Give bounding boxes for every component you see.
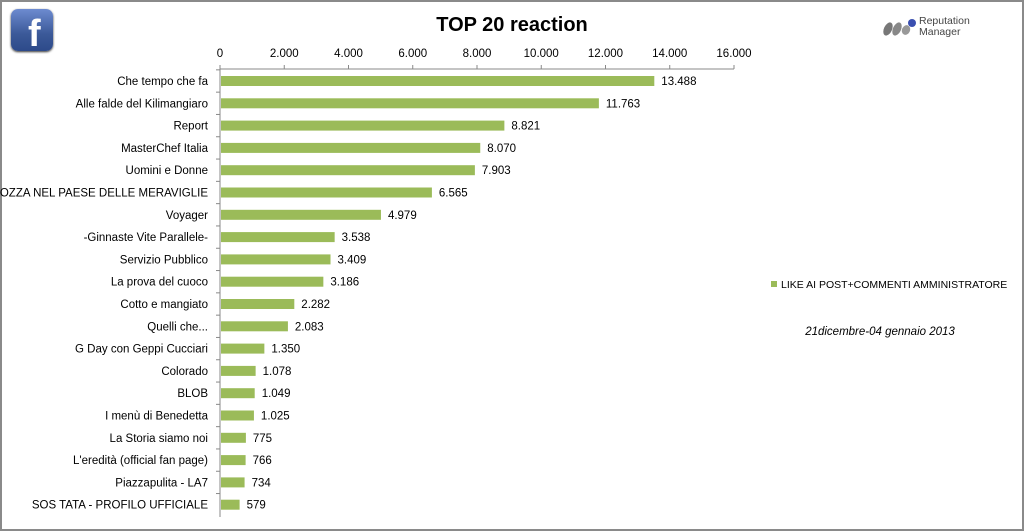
data-label: 579 bbox=[247, 500, 266, 512]
data-label: 13.488 bbox=[661, 76, 696, 88]
category-label: Report bbox=[173, 121, 208, 133]
x-tick-label: 12.000 bbox=[588, 48, 623, 60]
x-tick-label: 10.000 bbox=[524, 48, 559, 60]
bar bbox=[221, 232, 335, 243]
bar bbox=[221, 254, 331, 265]
bar bbox=[221, 98, 599, 109]
category-label: SOS TATA - PROFILO UFFICIALE bbox=[32, 500, 208, 512]
bar bbox=[221, 187, 432, 198]
brand-logo-icon bbox=[883, 19, 916, 36]
category-label: Piazzapulita - LA7 bbox=[115, 477, 208, 489]
category-label: MasterChef Italia bbox=[121, 143, 209, 155]
category-label: Voyager bbox=[166, 210, 208, 222]
category-label: Colorado bbox=[161, 366, 208, 378]
category-label: -Ginnaste Vite Parallele- bbox=[84, 232, 209, 244]
legend-swatch bbox=[771, 281, 777, 287]
data-label: 6.565 bbox=[439, 188, 468, 200]
category-label: BLOB bbox=[177, 388, 208, 400]
data-label: 7.903 bbox=[482, 165, 511, 177]
category-label: L'eredità (official fan page) bbox=[73, 455, 208, 467]
category-label: CROZZA NEL PAESE DELLE MERAVIGLIE bbox=[0, 188, 208, 200]
bar bbox=[221, 276, 324, 287]
bar bbox=[221, 321, 288, 332]
bar bbox=[221, 76, 655, 86]
x-tick-label: 16.000 bbox=[716, 48, 751, 60]
legend-label: LIKE AI POST+COMMENTI AMMINISTRATORE bbox=[781, 279, 1007, 291]
data-label: 8.821 bbox=[511, 121, 540, 133]
bar bbox=[221, 299, 295, 309]
category-label: I menù di Benedetta bbox=[105, 411, 209, 423]
data-label: 734 bbox=[252, 477, 272, 489]
chart-title: TOP 20 reaction bbox=[436, 14, 588, 36]
x-tick-label: 2.000 bbox=[270, 48, 299, 60]
data-label: 766 bbox=[253, 455, 272, 467]
category-label: Cotto e mangiato bbox=[120, 299, 208, 311]
data-label: 1.049 bbox=[262, 388, 291, 400]
bar bbox=[221, 165, 475, 176]
x-tick-label: 14.000 bbox=[652, 48, 687, 60]
brand-line2: Manager bbox=[919, 26, 961, 38]
data-label: 1.078 bbox=[263, 366, 292, 378]
category-label: G Day con Geppi Cucciari bbox=[75, 344, 208, 356]
bar bbox=[221, 455, 246, 466]
bar bbox=[221, 410, 254, 421]
category-label: Servizio Pubblico bbox=[120, 254, 208, 266]
bar bbox=[221, 365, 256, 376]
category-label: La Storia siamo noi bbox=[110, 433, 208, 445]
category-label: Uomini e Donne bbox=[126, 165, 208, 177]
data-label: 3.538 bbox=[342, 232, 371, 244]
data-label: 775 bbox=[253, 433, 272, 445]
bar bbox=[221, 499, 240, 510]
x-tick-label: 4.000 bbox=[334, 48, 363, 60]
data-label: 2.083 bbox=[295, 321, 324, 333]
data-label: 4.979 bbox=[388, 210, 417, 222]
category-label: Che tempo che fa bbox=[117, 76, 208, 88]
data-label: 3.409 bbox=[338, 254, 367, 266]
reputation-manager-logo: Reputation Manager bbox=[882, 16, 992, 40]
data-label: 8.070 bbox=[487, 143, 516, 155]
data-label: 11.763 bbox=[606, 98, 640, 110]
x-tick-label: 0 bbox=[217, 48, 223, 60]
bar bbox=[221, 209, 381, 220]
bar bbox=[221, 120, 505, 131]
bar bbox=[221, 477, 245, 488]
x-tick-label: 6.000 bbox=[398, 48, 427, 60]
data-label: 1.350 bbox=[271, 344, 300, 356]
facebook-logo: f bbox=[11, 9, 53, 51]
data-label: 3.186 bbox=[330, 277, 359, 289]
category-label: Quelli che... bbox=[147, 321, 208, 333]
date-annotation: 21dicembre-04 gennaio 2013 bbox=[804, 326, 955, 338]
data-label: 1.025 bbox=[261, 411, 290, 423]
bar bbox=[221, 388, 255, 399]
bar bbox=[221, 432, 246, 443]
category-label: La prova del cuoco bbox=[111, 277, 208, 289]
data-label: 2.282 bbox=[301, 299, 330, 311]
x-tick-label: 8.000 bbox=[463, 48, 492, 60]
brand-line1: Reputation bbox=[919, 15, 970, 27]
bar bbox=[221, 343, 265, 354]
category-label: Alle falde del Kilimangiaro bbox=[76, 98, 208, 110]
facebook-f-icon: f bbox=[28, 13, 41, 51]
bar bbox=[221, 142, 481, 153]
